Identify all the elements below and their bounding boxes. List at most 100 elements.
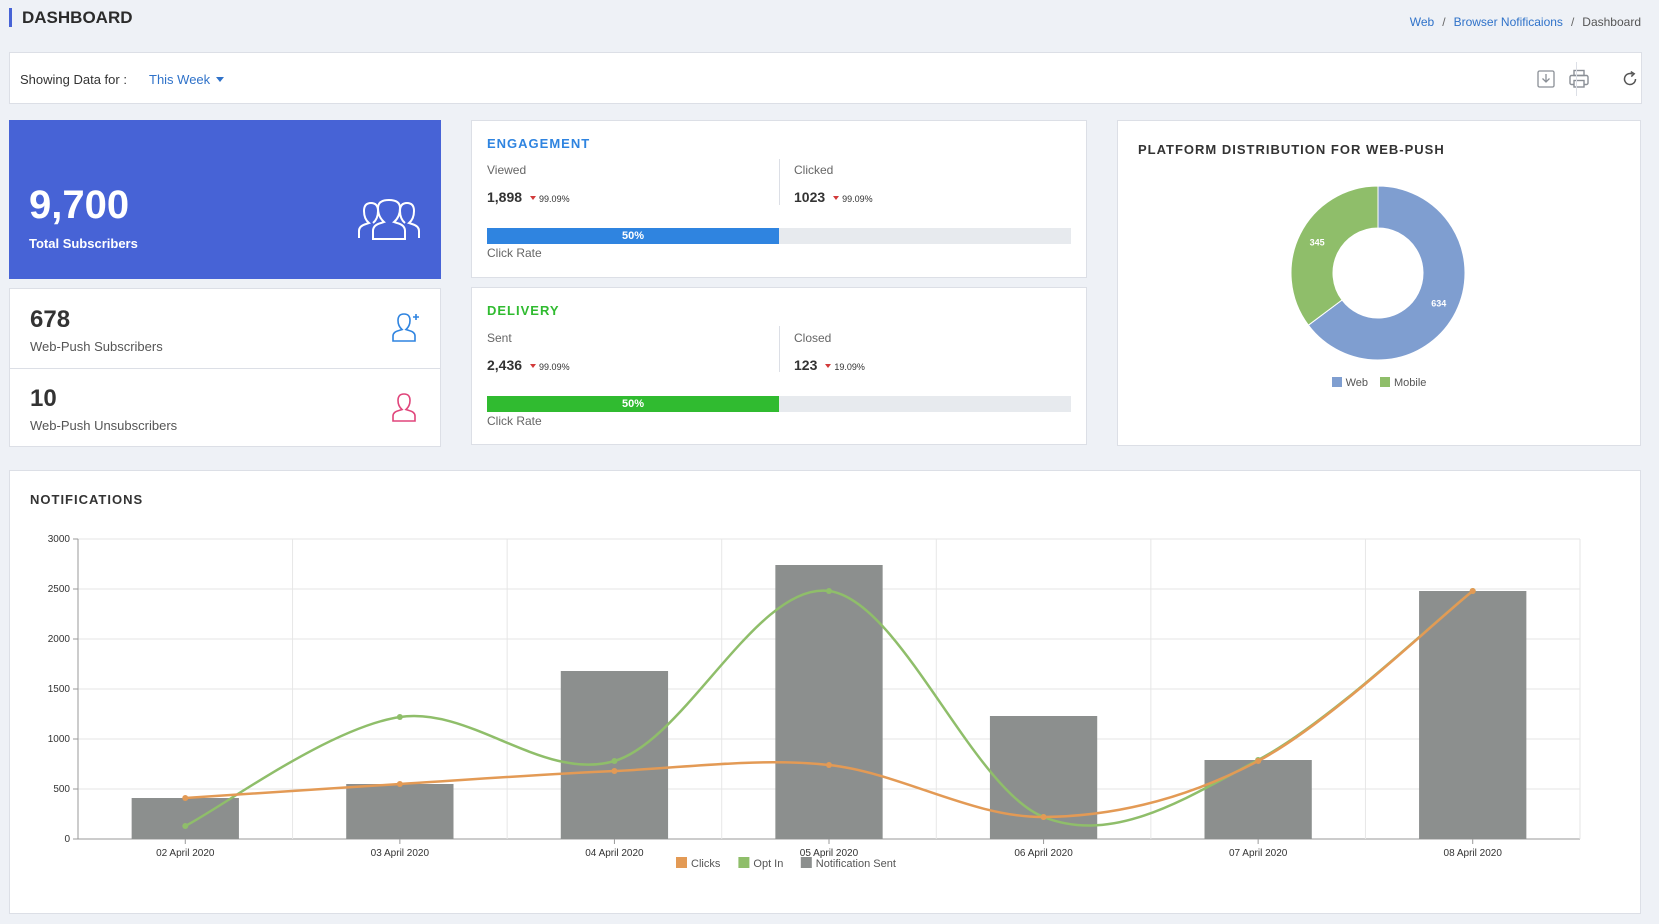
total-subscribers-value: 9,700 [29,183,130,227]
engagement-progress-bar: 50% [487,228,1071,244]
platform-donut-chart: 634 345 [1290,185,1466,361]
filter-bar: Showing Data for : This Week [9,52,1642,104]
clicked-delta: 99.09% [842,194,873,204]
sent-value: 2,436 [487,357,523,373]
delivery-title: DELIVERY [487,303,560,318]
x-tick-label: 05 April 2020 [800,848,859,859]
refresh-icon[interactable] [1618,67,1642,91]
viewed-value: 1,898 [487,189,523,205]
y-tick-label: 0 [64,834,70,845]
web-push-unsubscribers-value: 10 [30,385,57,412]
bar-notification-sent [1419,591,1527,839]
total-subscribers-card: 9,700 Total Subscribers [9,120,441,279]
closed-label: Closed [794,331,832,345]
point-opt-in [826,588,832,594]
point-clicks [826,762,832,768]
y-tick-label: 2500 [48,584,71,595]
legend-label-clicks: Clicks [691,858,721,870]
point-opt-in [611,758,618,764]
toolbar-divider [1576,62,1577,96]
notifications-card: NOTIFICATIONS 0 500 1000 1500 2000 2500 3000 02… [9,470,1641,914]
y-tick-label: 1500 [48,684,71,695]
point-clicks [1255,758,1262,764]
clicked-value: 1023 [794,189,826,205]
delivery-click-rate-label: Click Rate [487,414,542,428]
caret-down-icon [216,77,225,82]
legend-label: Mobile [1394,377,1427,389]
metric-divider [779,326,780,372]
breadcrumb-current: Dashboard [1582,15,1641,29]
point-opt-in [182,823,189,829]
sent-label: Sent [487,331,512,345]
engagement-title: ENGAGEMENT [487,136,591,151]
engagement-card: ENGAGEMENT Viewed 1,898 99.09% Clicked 10… [471,120,1087,278]
engagement-progress-fill: 50% [487,228,779,244]
clicked-label: Clicked [794,163,834,177]
bar-notification-sent [346,784,454,839]
download-icon[interactable] [1534,67,1558,91]
x-tick-label: 03 April 2020 [371,848,430,859]
legend-swatch-notification-sent [800,857,812,868]
clicked-metric: 1023 99.09% [794,189,873,207]
web-push-subscribers-row: 678 Web-Push Subscribers [10,289,440,368]
platform-legend: Web Mobile [1118,373,1640,391]
engagement-click-rate-label: Click Rate [487,246,542,260]
legend-swatch-clicks [676,857,687,868]
down-arrow-icon [530,364,537,368]
subscribers-card: 678 Web-Push Subscribers 10 Web-Push Uns… [9,288,441,447]
total-subscribers-label: Total Subscribers [29,236,138,251]
legend-item-mobile[interactable]: Mobile [1380,377,1426,389]
print-icon[interactable] [1567,67,1591,91]
platform-distribution-card: PLATFORM DISTRIBUTION FOR WEB-PUSH 634 34… [1117,120,1641,446]
legend-item-web[interactable]: Web [1331,377,1368,389]
point-opt-in [396,714,403,720]
y-tick-label: 1000 [48,734,71,745]
point-clicks [1469,588,1476,594]
point-clicks [182,795,189,801]
date-range-dropdown[interactable]: This Week [149,72,225,87]
down-arrow-icon [825,364,832,368]
notifications-title: NOTIFICATIONS [30,492,144,507]
legend-swatch-opt-in [738,857,750,868]
y-tick-label: 500 [53,784,70,795]
x-tick-label: 07 April 2020 [1229,848,1288,859]
breadcrumb-separator: / [1570,15,1575,29]
donut-slice-mobile [1290,185,1379,326]
filter-label: Showing Data for : [20,72,127,87]
closed-delta: 19.09% [834,362,865,372]
donut-slice-web [1307,185,1466,361]
bar-notification-sent [775,565,883,839]
delivery-card: DELIVERY Sent 2,436 99.09% Closed 123 19.0… [471,287,1087,445]
sent-metric: 2,436 99.09% [487,357,570,375]
web-push-unsubscribers-label: Web-Push Unsubscribers [30,418,178,433]
bar-notification-sent [989,716,1098,839]
metric-divider [779,159,780,205]
row-divider [10,368,440,369]
date-range-value: This Week [149,72,211,87]
sent-delta: 99.09% [539,362,570,372]
x-tick-label: 04 April 2020 [585,848,644,859]
web-push-subscribers-label: Web-Push Subscribers [30,339,163,354]
x-tick-label: 08 April 2020 [1444,848,1503,859]
point-clicks [396,781,403,787]
breadcrumb-web[interactable]: Web [1409,15,1435,29]
legend-label-notification-sent: Notification Sent [816,858,896,870]
x-tick-label: 06 April 2020 [1014,848,1073,859]
breadcrumb-browser-notifications[interactable]: Browser Nofificaions [1453,15,1563,29]
page-title: DASHBOARD [9,8,133,27]
donut-slice-label: 634 [1431,298,1446,308]
donut-slice-label: 345 [1310,238,1325,248]
down-arrow-icon [530,196,537,200]
legend-swatch [1380,377,1390,387]
legend-label-opt-in: Opt In [753,858,783,870]
platform-title: PLATFORM DISTRIBUTION FOR WEB-PUSH [1138,142,1445,157]
user-remove-icon [390,391,422,428]
breadcrumb: Web / Browser Nofificaions / Dashboard [1410,15,1641,29]
breadcrumb-separator: / [1442,15,1446,29]
bar-notification-sent [1204,760,1312,839]
notifications-chart: 0 500 1000 1500 2000 2500 3000 02 April 2020 03 … [48,534,1581,870]
legend-swatch [1331,377,1342,387]
delivery-progress-fill: 50% [487,396,779,412]
delivery-progress-bar: 50% [487,396,1071,412]
bar-notification-sent [560,671,669,839]
